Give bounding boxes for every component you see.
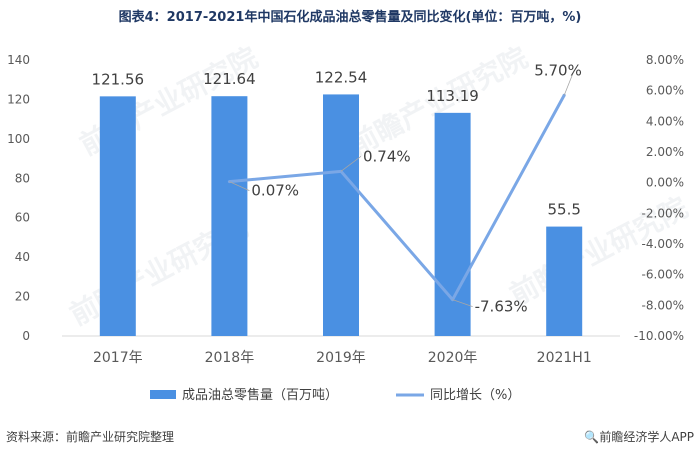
y-right-tick-label: -4.00% [642, 237, 684, 251]
bar [434, 112, 471, 336]
bar-value-label: 121.64 [203, 70, 256, 88]
y-right-tick-label: 2.00% [646, 145, 684, 159]
chart-title: 图表4：2017-2021年中国石化成品油总零售量及同比变化(单位：百万吨，%) [118, 10, 582, 25]
y-left-tick-label: 20 [15, 290, 30, 304]
bar [323, 94, 359, 336]
x-tick-label: 2021H1 [537, 350, 592, 366]
label-leader-line [229, 181, 250, 191]
bar-value-label: 113.19 [426, 87, 479, 105]
x-tick-label: 2017年 [93, 350, 143, 366]
y-right-tick-label: -8.00% [642, 298, 684, 312]
label-leader-line [340, 156, 362, 172]
growth-line-path [229, 94, 566, 302]
y-right-tick-label: -10.00% [634, 329, 684, 343]
axes: 0 20 40 60 80 100 120 140 -10.00% -8.00% -6.00% -4.… [7, 53, 684, 366]
brand-credit: 🔍前瞻经济学人APP [584, 428, 694, 445]
growth-line [227, 93, 566, 302]
bar-value-label: 121.56 [92, 70, 145, 88]
y-right-tick-label: -6.00% [642, 268, 684, 282]
y-left-tick-label: 140 [7, 53, 30, 67]
brand-text: 前瞻经济学人APP [599, 430, 694, 444]
y-right-tick-label: 0.00% [646, 176, 684, 190]
legend-label-line: 同比增长（%） [430, 388, 520, 403]
label-leader-line [563, 70, 575, 96]
label-leader-line [452, 299, 473, 308]
y-left-tick-label: 80 [15, 171, 30, 185]
bar [546, 226, 583, 336]
source-note: 资料来源：前瞻产业研究院整理 [6, 430, 175, 444]
growth-value-label: 0.07% [251, 182, 299, 200]
y-left-tick-label: 100 [7, 132, 30, 146]
y-left-tick-label: 40 [15, 250, 30, 264]
legend-label-bar: 成品油总零售量（百万吨） [182, 387, 338, 403]
y-right-tick-label: -2.00% [642, 206, 684, 220]
x-tick-label: 2020年 [428, 350, 478, 366]
bar [211, 96, 248, 336]
x-tick-label: 2019年 [316, 350, 366, 366]
y-left-tick-label: 60 [15, 211, 30, 225]
y-right-tick-label: 4.00% [646, 114, 684, 128]
bar [99, 96, 136, 336]
data-labels: 121.56 121.64 122.54 113.19 55.5 0.07% 0.74% -7… [92, 61, 582, 315]
legend-swatch-bar [150, 390, 176, 399]
growth-value-label: 5.70% [534, 61, 582, 79]
y-right-tick-label: 6.00% [646, 84, 684, 98]
y-left-tick-label: 120 [7, 92, 30, 106]
legend: 成品油总零售量（百万吨） 同比增长（%） [150, 387, 520, 403]
bar-value-label: 122.54 [315, 68, 368, 86]
search-icon: 🔍 [584, 430, 600, 444]
growth-value-label: -7.63% [475, 298, 528, 316]
y-left-tick-label: 0 [22, 329, 30, 343]
x-tick-label: 2018年 [205, 350, 255, 366]
growth-value-label: 0.74% [363, 147, 411, 165]
bar-value-label: 55.5 [547, 201, 580, 219]
y-right-tick-label: 8.00% [646, 53, 684, 67]
